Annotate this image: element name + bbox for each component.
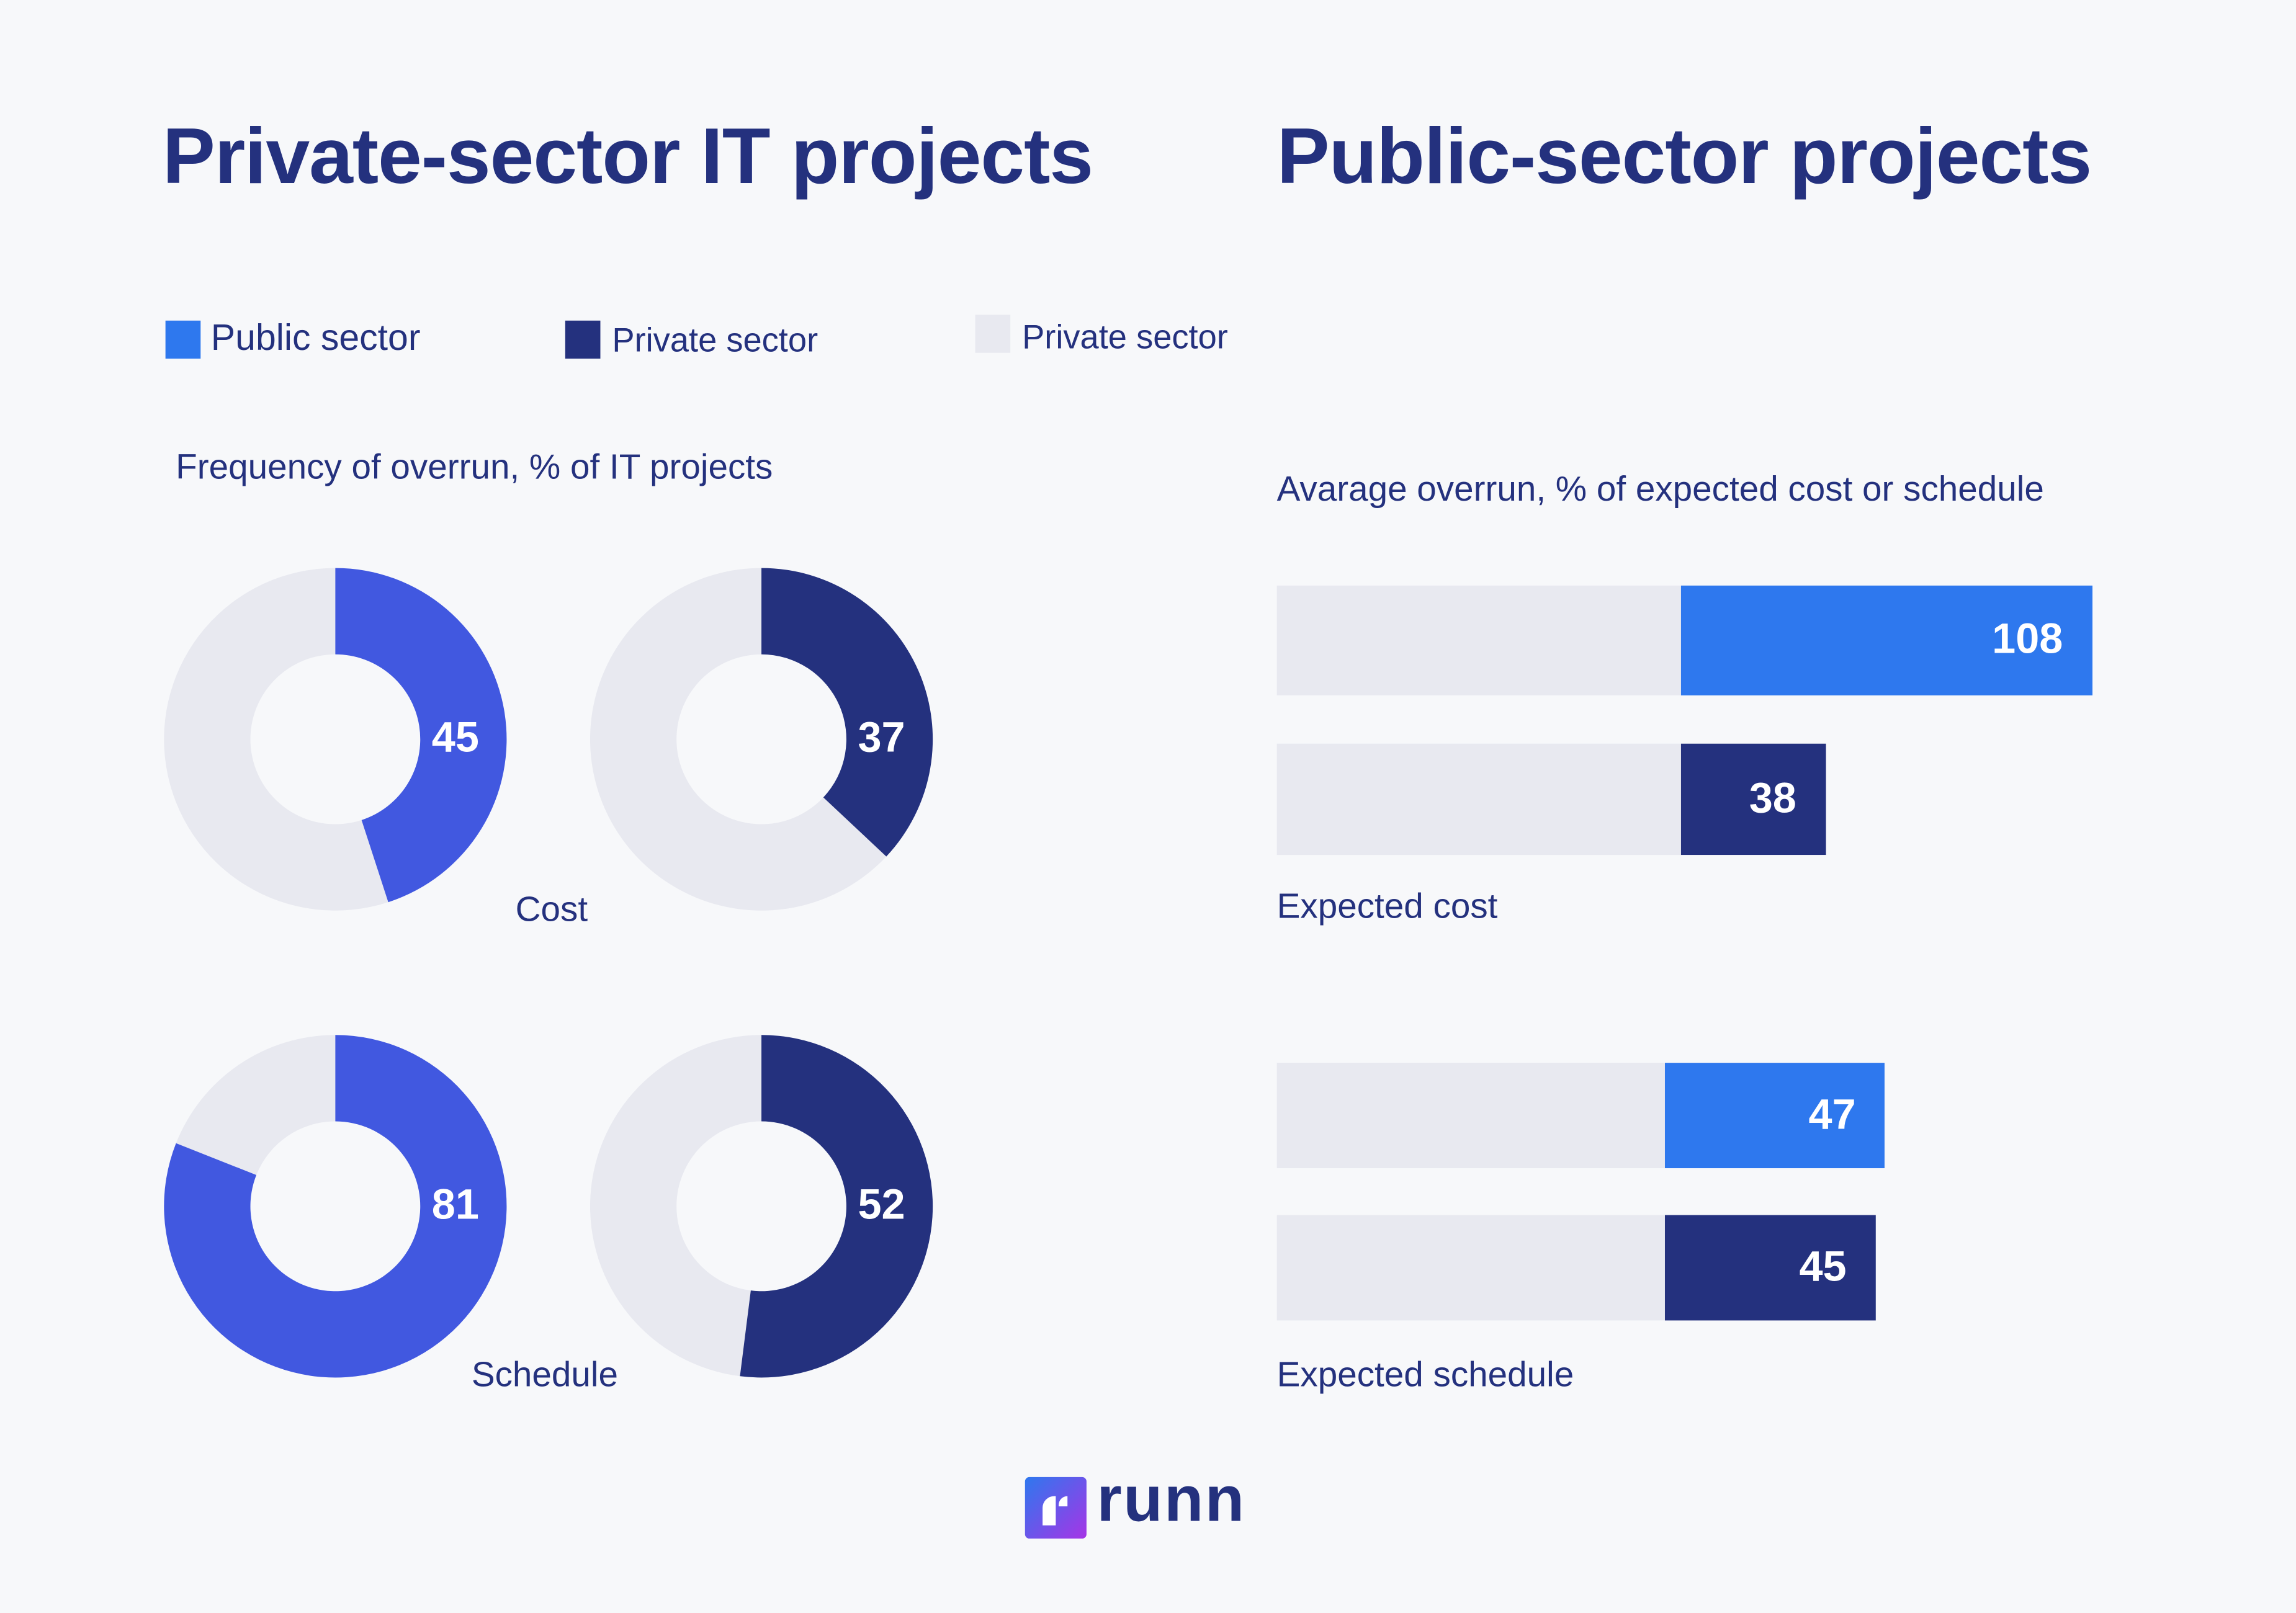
legend-label-private-track: Private sector	[1022, 318, 1228, 356]
donut-track	[176, 1035, 336, 1176]
public-donut-slice	[164, 1035, 507, 1378]
right-title: Public-sector projects	[1276, 112, 2092, 201]
donut-group-label-cost: Cost	[515, 890, 588, 930]
private-bar: 45	[1664, 1215, 1876, 1321]
bar-subtitle: Avarage overrun, % of expected cost or s…	[1276, 470, 2044, 510]
bar-value-label: 47	[1808, 1092, 1856, 1139]
donut-value-label: 52	[858, 1182, 905, 1229]
private-bar: 38	[1680, 743, 1826, 856]
public-bar: 47	[1664, 1063, 1885, 1169]
private-donut-slice	[761, 568, 933, 857]
donut-track	[590, 568, 887, 911]
donut-value-label: 37	[858, 715, 905, 762]
legend-swatch-private	[565, 320, 601, 359]
bar-value-label: 108	[1992, 616, 2063, 663]
private-donut-slice	[740, 1035, 933, 1378]
donut-track	[590, 1035, 762, 1377]
bar-track	[1276, 743, 1681, 856]
left-title: Private-sector IT projects	[162, 112, 1093, 201]
bar-group-label-schedule: Expected schedule	[1276, 1356, 1574, 1395]
legend-label-private: Private sector	[612, 320, 818, 359]
runn-logo-text: runn	[1096, 1463, 1246, 1536]
public-bar: 108	[1680, 585, 2092, 695]
legend-label-public: Public sector	[210, 318, 421, 359]
donut-value-label: 45	[431, 715, 479, 762]
bar-track	[1276, 1215, 1665, 1321]
legend-swatch-private-track	[975, 315, 1011, 353]
donut-track	[164, 568, 388, 911]
bar-value-label: 45	[1799, 1244, 1847, 1292]
bar-track	[1276, 585, 1681, 695]
bar-group-label-cost: Expected cost	[1276, 887, 1498, 927]
donut-subtitle: Frequency of overrun, % of IT projects	[176, 448, 773, 488]
legend-swatch-public	[165, 320, 201, 359]
donut-value-label: 81	[431, 1182, 479, 1229]
runn-logo-icon	[1025, 1477, 1087, 1539]
donut-group-label-schedule: Schedule	[471, 1356, 618, 1395]
public-donut-slice	[335, 568, 507, 903]
bar-value-label: 38	[1749, 775, 1796, 823]
bar-track	[1276, 1063, 1665, 1169]
